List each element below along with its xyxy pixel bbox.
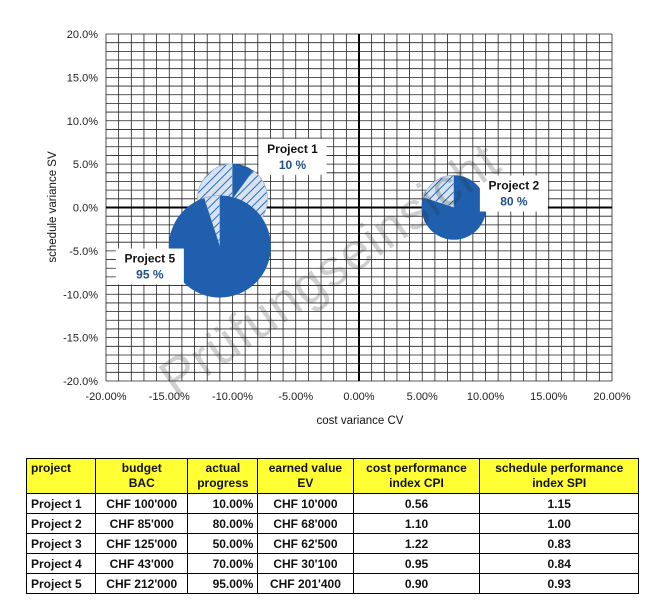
table-cell: 1.15 [479, 493, 639, 514]
y-tick-label: 5.0% [73, 159, 98, 171]
column-header-line: project [31, 461, 72, 475]
y-tick-label: 20.0% [67, 29, 98, 41]
table-cell: Project 1 [25, 493, 97, 514]
table-cell: CHF 201'400 [257, 573, 354, 594]
y-tick-label: -5.0% [69, 246, 98, 258]
bubble-name-label: Project 1 [267, 142, 318, 156]
bubble-percent-label: 10 % [279, 158, 307, 172]
table-cell: CHF 62'500 [257, 533, 354, 554]
table-cell: 1.10 [352, 513, 481, 534]
column-header-line: index CPI [389, 476, 444, 490]
bubble-project-5: Project 5 95 % [115, 195, 271, 298]
table-cell: 0.83 [479, 533, 639, 554]
bubble-progress-slice [421, 175, 487, 240]
y-axis-title: schedule variance SV [47, 151, 59, 263]
table-header-row: project budget BAC actual progress earned val… [25, 458, 639, 494]
table-cell: CHF 43'000 [95, 553, 189, 574]
table-cell: 0.90 [352, 573, 481, 594]
table-cell: CHF 100'000 [95, 493, 189, 514]
table-cell: CHF 68'000 [257, 513, 354, 534]
table-cell: CHF 85'000 [95, 513, 189, 534]
table-cell: Project 4 [25, 553, 97, 574]
bubble-name-label: Project 2 [489, 179, 540, 193]
x-tick-label: 0.00% [343, 391, 374, 403]
table-row: Project 1 CHF 100'000 10.00% CHF 10'000 0.56… [25, 493, 639, 514]
table-row: Project 3 CHF 125'000 50.00% CHF 62'500 1.22… [25, 533, 639, 554]
bubble-progress-slice [232, 163, 254, 199]
bubble-remaining-slice [203, 195, 221, 247]
y-tick-label: 10.0% [67, 116, 98, 128]
project-table: project budget BAC actual progress earned val… [25, 458, 639, 594]
column-header-line: budget [121, 461, 162, 475]
bubble-percent-label: 95 % [136, 268, 164, 282]
bubble-label-box [258, 138, 327, 175]
y-tick-label: 15.0% [67, 72, 98, 84]
bubble-label-box [115, 248, 184, 285]
column-header: schedule performance index SPI [479, 458, 639, 494]
column-header-line: schedule performance [495, 461, 624, 475]
column-header-line: EV [297, 476, 314, 490]
y-tick-label: 0.0% [73, 203, 98, 215]
y-tick-labels: 20.0% 15.0% 10.0% 5.0% 0.0% -5.0% -10.0% -15.0%… [63, 29, 98, 388]
bubble-project-2: Project 2 80 % [421, 174, 548, 240]
table-cell: 70.00% [187, 553, 259, 574]
x-tick-label: -20.00% [86, 391, 127, 403]
table-cell: 50.00% [187, 533, 259, 554]
column-header-line: earned value [268, 461, 343, 475]
x-tick-label: 15.00% [530, 391, 568, 403]
x-axis-title: cost variance CV [317, 415, 404, 427]
table-row: Project 5 CHF 212'000 95.00% CHF 201'400 0.9… [25, 573, 639, 594]
table-cell: 95.00% [187, 573, 259, 594]
y-tick-label: -20.0% [63, 376, 98, 388]
column-header: actual progress [187, 458, 259, 494]
table-cell: CHF 10'000 [257, 493, 354, 514]
x-tick-label: 20.00% [593, 391, 631, 403]
x-tick-label: -15.00% [149, 391, 190, 403]
y-tick-label: -10.0% [63, 289, 98, 301]
column-header-line: cost performance [366, 461, 467, 475]
x-tick-label: -5.00% [278, 391, 313, 403]
table-cell: 0.56 [352, 493, 481, 514]
table-cell: Project 5 [25, 573, 97, 594]
bubble-label-box [479, 175, 548, 212]
x-tick-labels: -20.00% -15.00% -10.00% -5.00% 0.00% 5.00% 10.… [86, 391, 631, 403]
table-cell: 1.00 [479, 513, 639, 534]
table-body: Project 1 CHF 100'000 10.00% CHF 10'000 0.56… [25, 493, 639, 594]
table-cell: CHF 125'000 [95, 533, 189, 554]
bubble-percent-label: 80 % [500, 195, 528, 209]
x-tick-label: -10.00% [212, 391, 253, 403]
column-header: earned value EV [257, 458, 354, 494]
column-header-line: BAC [128, 476, 155, 490]
column-header: project [25, 458, 97, 494]
table-cell: 80.00% [187, 513, 259, 534]
table-row: Project 2 CHF 85'000 80.00% CHF 68'000 1.10 1… [25, 513, 639, 534]
column-header: budget BAC [95, 458, 189, 494]
bubble-chart: -20.00% -15.00% -10.00% -5.00% 0.00% 5.00% 10.… [47, 29, 631, 427]
table-cell: 1.22 [352, 533, 481, 554]
table-cell: CHF 30'100 [257, 553, 354, 574]
table-cell: 0.84 [479, 553, 639, 574]
column-header: cost performance index CPI [352, 458, 481, 494]
x-tick-label: 5.00% [407, 391, 438, 403]
bubbles: Project 1 10 % Project 2 80 % Project 5 95 % [115, 138, 548, 298]
table-row: Project 4 CHF 43'000 70.00% CHF 30'100 0.95 0… [25, 553, 639, 574]
table-cell: 10.00% [187, 493, 259, 514]
bubble-progress-slice [168, 195, 271, 298]
column-header-line: actual [205, 461, 241, 475]
column-header-line: progress [197, 476, 249, 490]
table-cell: 0.95 [352, 553, 481, 574]
table-cell: CHF 212'000 [95, 573, 189, 594]
table-cell: Project 3 [25, 533, 97, 554]
bubble-name-label: Project 5 [124, 252, 175, 266]
x-tick-label: 10.00% [467, 391, 505, 403]
table-cell: 0.93 [479, 573, 639, 594]
table-cell: Project 2 [25, 513, 97, 534]
bubble-remaining-slice [422, 174, 455, 209]
column-header-line: index SPI [532, 476, 587, 490]
y-tick-label: -15.0% [63, 333, 98, 345]
